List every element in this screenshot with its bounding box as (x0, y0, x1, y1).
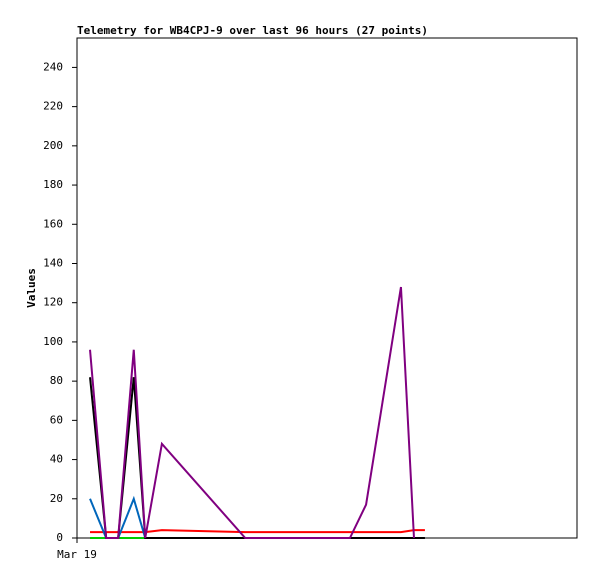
y-tick-label: 160 (43, 217, 63, 230)
y-tick-label: 200 (43, 139, 63, 152)
y-tick-label: 100 (43, 335, 63, 348)
series-line (90, 529, 425, 534)
plot-frame (76, 37, 578, 539)
y-tick-label: 240 (43, 60, 63, 73)
y-tick-label: 120 (43, 296, 63, 309)
y-tick-label: 60 (50, 413, 63, 426)
y-tick-label: 80 (50, 374, 63, 387)
y-axis-label: Values (25, 268, 38, 308)
y-tick-label: 140 (43, 256, 63, 269)
y-tick-label: 0 (56, 531, 63, 544)
y-tick-label: 40 (50, 453, 63, 466)
series-line (89, 286, 415, 539)
y-tick-label: 180 (43, 178, 63, 191)
y-tick-label: 20 (50, 492, 63, 505)
y-tick-label: 220 (43, 100, 63, 113)
x-tick-label: Mar 19 (57, 548, 97, 561)
chart-title: Telemetry for WB4CPJ-9 over last 96 hour… (77, 24, 428, 37)
